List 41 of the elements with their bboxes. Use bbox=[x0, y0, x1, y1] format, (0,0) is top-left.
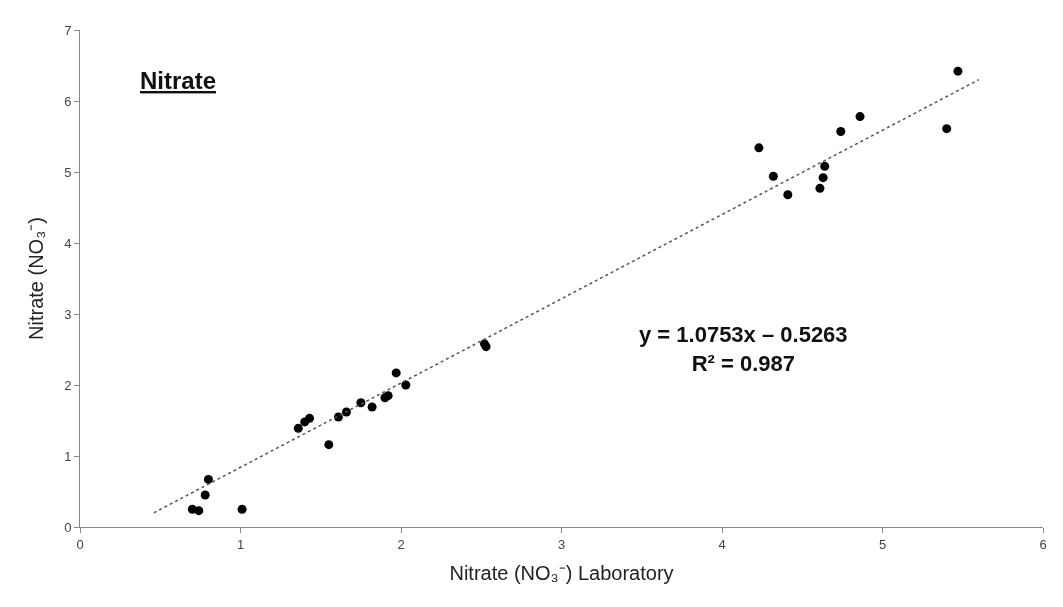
x-tick-label: 1 bbox=[236, 536, 245, 552]
point bbox=[855, 112, 865, 122]
x-tick-label: 0 bbox=[76, 536, 84, 552]
point bbox=[754, 143, 764, 153]
y-tick-label: 5 bbox=[64, 164, 72, 180]
x-tick-label: 2 bbox=[397, 536, 405, 552]
point bbox=[768, 171, 778, 181]
point bbox=[341, 407, 351, 417]
annotation: R² = 0.987 bbox=[691, 350, 795, 376]
y-tick-label: 4 bbox=[64, 235, 72, 251]
point bbox=[836, 127, 846, 137]
annotation: y = 1.0753x – 0.5263 bbox=[639, 322, 848, 347]
point bbox=[237, 504, 247, 514]
point bbox=[818, 173, 828, 183]
point bbox=[194, 506, 204, 516]
x-tick-label: 3 bbox=[557, 536, 566, 552]
point bbox=[401, 380, 411, 390]
y-tick-label: 0 bbox=[64, 519, 72, 535]
point bbox=[953, 66, 963, 76]
y-tick-label: 1 bbox=[64, 448, 72, 464]
point bbox=[942, 124, 952, 134]
point bbox=[293, 423, 303, 433]
x-tick-label: 4 bbox=[718, 536, 726, 552]
y-tick-label: 7 bbox=[64, 22, 72, 38]
point bbox=[391, 368, 401, 378]
point bbox=[783, 190, 793, 200]
y-tick-label: 2 bbox=[64, 377, 72, 393]
point bbox=[203, 474, 213, 484]
point bbox=[815, 183, 825, 193]
x-axis-title: Nitrate (NO₃⁻) Laboratory bbox=[449, 562, 674, 585]
y-tick-label: 3 bbox=[64, 306, 72, 322]
point bbox=[324, 440, 334, 450]
x-tick-label: 6 bbox=[1039, 536, 1047, 552]
x-tick-label: 5 bbox=[878, 536, 887, 552]
text: Nitrate bbox=[140, 67, 217, 94]
y-tick-label: 6 bbox=[64, 93, 72, 109]
point bbox=[305, 413, 315, 423]
point bbox=[200, 490, 210, 500]
point bbox=[820, 161, 830, 171]
y-axis-title: Nitrate (NO₃⁻) bbox=[24, 217, 47, 340]
point bbox=[367, 402, 377, 412]
